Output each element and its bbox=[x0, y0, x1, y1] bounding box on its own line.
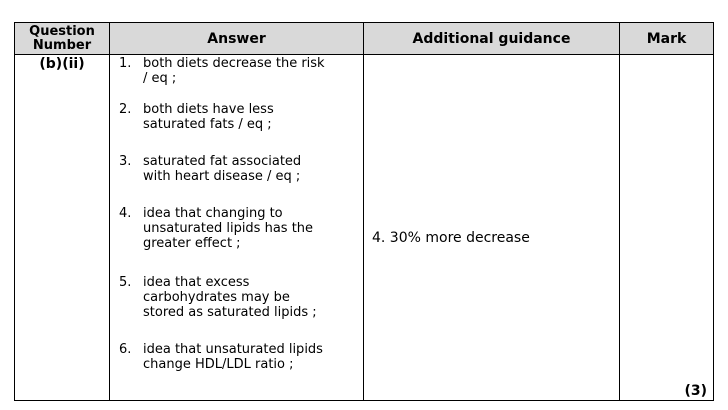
answer-number: 2. bbox=[119, 102, 132, 117]
answer-number: 5. bbox=[119, 275, 132, 290]
answer-line: with heart disease / eq ; bbox=[143, 169, 301, 184]
header-question-line1: Question bbox=[29, 23, 95, 39]
answer-line: saturated fat associated bbox=[143, 154, 302, 169]
answer-text: idea that unsaturated lipids change HDL/… bbox=[143, 342, 359, 372]
guidance-text: 4. 30% more decrease bbox=[372, 230, 530, 246]
answer-text: idea that changing to unsaturated lipids… bbox=[143, 206, 359, 251]
answer-line: / eq ; bbox=[143, 71, 177, 86]
answer-text: both diets decrease the risk / eq ; bbox=[143, 56, 359, 86]
answer-line: both diets have less bbox=[143, 102, 274, 117]
mark-cell: (3) bbox=[619, 54, 714, 401]
answer-item-2: 2. both diets have less saturated fats /… bbox=[119, 102, 359, 132]
answer-line: stored as saturated lipids ; bbox=[143, 305, 317, 320]
answer-line: idea that excess bbox=[143, 275, 250, 290]
answer-line: greater effect ; bbox=[143, 236, 241, 251]
answer-number: 3. bbox=[119, 154, 132, 169]
answer-line: both diets decrease the risk bbox=[143, 56, 325, 71]
answer-cell: 1. both diets decrease the risk / eq ; 2… bbox=[109, 54, 364, 401]
header-mark: Mark bbox=[619, 22, 714, 55]
answer-item-4: 4. idea that changing to unsaturated lip… bbox=[119, 206, 359, 251]
answer-line: saturated fats / eq ; bbox=[143, 117, 272, 132]
mark-scheme-table: Question Number Answer Additional guidan… bbox=[14, 22, 714, 401]
answer-item-3: 3. saturated fat associated with heart d… bbox=[119, 154, 359, 184]
answer-line: idea that changing to bbox=[143, 206, 283, 221]
question-number: (b)(ii) bbox=[39, 56, 85, 72]
answer-list: 1. both diets decrease the risk / eq ; 2… bbox=[110, 55, 363, 372]
question-number-cell: (b)(ii) bbox=[14, 54, 110, 401]
header-question-number: Question Number bbox=[14, 22, 110, 55]
guidance-cell: 4. 30% more decrease bbox=[363, 54, 620, 401]
header-question-line2: Number bbox=[32, 37, 92, 53]
answer-number: 1. bbox=[119, 56, 132, 71]
answer-number: 4. bbox=[119, 206, 132, 221]
answer-item-6: 6. idea that unsaturated lipids change H… bbox=[119, 342, 359, 372]
answer-text: both diets have less saturated fats / eq… bbox=[143, 102, 359, 132]
header-guidance: Additional guidance bbox=[363, 22, 620, 55]
answer-number: 6. bbox=[119, 342, 132, 357]
answer-line: change HDL/LDL ratio ; bbox=[143, 357, 294, 372]
header-row: Question Number Answer Additional guidan… bbox=[14, 22, 714, 55]
table-row: (b)(ii) 1. both diets decrease the risk … bbox=[14, 54, 714, 401]
answer-line: carbohydrates may be bbox=[143, 290, 290, 305]
answer-text: saturated fat associated with heart dise… bbox=[143, 154, 359, 184]
header-answer: Answer bbox=[109, 22, 364, 55]
answer-line: unsaturated lipids has the bbox=[143, 221, 314, 236]
answer-item-1: 1. both diets decrease the risk / eq ; bbox=[119, 56, 359, 86]
answer-line: idea that unsaturated lipids bbox=[143, 342, 323, 357]
answer-text: idea that excess carbohydrates may be st… bbox=[143, 275, 359, 320]
mark-value: (3) bbox=[684, 383, 707, 399]
answer-item-5: 5. idea that excess carbohydrates may be… bbox=[119, 275, 359, 320]
